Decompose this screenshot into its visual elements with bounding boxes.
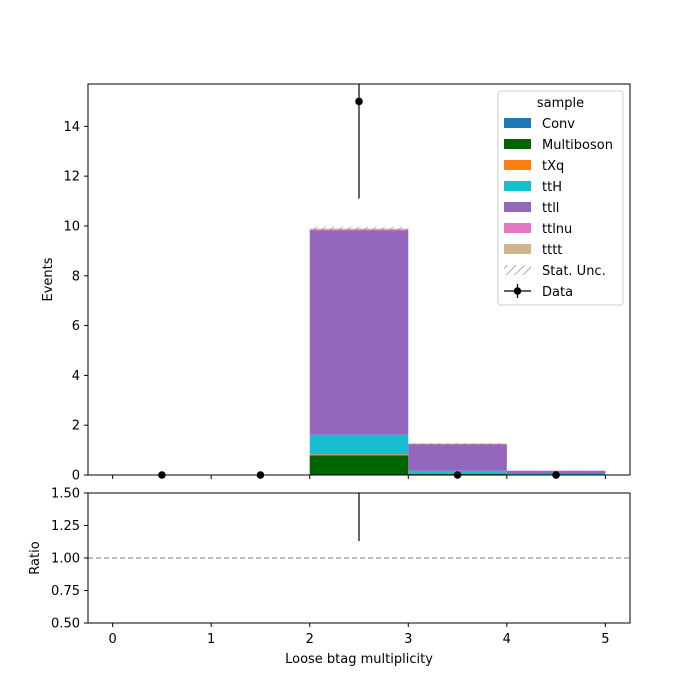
bar-multiboson-bin-2 xyxy=(309,455,409,475)
bar-tth-bin-2 xyxy=(309,434,409,455)
ratio-y-tick-label-4: 1.50 xyxy=(51,487,80,502)
x-axis-label: Loose btag multiplicity xyxy=(285,652,433,667)
ratio-y-axis-label: Ratio xyxy=(28,541,43,574)
data-points xyxy=(158,84,560,479)
ratio-y-axis: 0.50 0.75 1.00 1.25 1.50 xyxy=(51,487,88,632)
legend-swatch-tth xyxy=(504,181,531,191)
legend-swatch-stat-unc xyxy=(504,265,531,275)
y-tick-label-4: 8 xyxy=(72,269,80,284)
y-tick-label-2: 4 xyxy=(72,369,80,384)
stat-unc-band-bin-2 xyxy=(309,226,409,231)
main-x-ticks xyxy=(112,475,606,479)
legend-swatch-ttll xyxy=(504,202,531,212)
bar-txq-bin-2 xyxy=(309,454,409,456)
ratio-panel: 0.50 0.75 1.00 1.25 1.50 0 1 2 3 4 5 Ratio Loose … xyxy=(28,487,631,667)
main-y-axis-label: Events xyxy=(41,257,56,301)
x-tick-label-5: 5 xyxy=(601,632,609,647)
legend-swatch-data-marker xyxy=(513,287,522,295)
legend-swatch-multiboson xyxy=(504,139,531,149)
legend-label-ttll: ttll xyxy=(542,201,559,216)
data-point-2 xyxy=(355,97,363,106)
legend-swatch-ttlnu xyxy=(504,223,531,233)
x-tick-label-3: 3 xyxy=(404,632,412,647)
legend-swatch-tttt xyxy=(504,244,531,254)
legend-label-ttlnu: ttlnu xyxy=(542,222,572,237)
legend-label-txq: tXq xyxy=(542,159,564,174)
bar-ttll-bin-3 xyxy=(408,444,507,471)
legend-label-tttt: tttt xyxy=(542,243,562,258)
legend-label-data: Data xyxy=(542,285,573,300)
y-tick-label-6: 12 xyxy=(63,170,80,185)
x-tick-label-0: 0 xyxy=(108,632,116,647)
ratio-y-tick-label-3: 1.25 xyxy=(51,519,80,534)
ratio-y-tick-label-2: 1.00 xyxy=(51,552,80,567)
y-tick-label-1: 2 xyxy=(72,419,80,434)
legend-label-multiboson: Multiboson xyxy=(542,138,613,153)
legend-title: sample xyxy=(537,96,584,111)
x-tick-label-4: 4 xyxy=(503,632,511,647)
main-plot-frame xyxy=(87,83,631,476)
stat-unc-bands xyxy=(309,226,606,472)
bar-ttll-bin-2 xyxy=(309,230,409,435)
legend-swatch-txq xyxy=(504,160,531,170)
ratio-x-axis: 0 1 2 3 4 5 xyxy=(108,623,610,647)
legend-label-conv: Conv xyxy=(542,117,575,132)
x-tick-label-2: 2 xyxy=(306,632,314,647)
x-tick-label-1: 1 xyxy=(207,632,215,647)
legend-label-tth: ttH xyxy=(542,180,562,195)
legend-swatch-conv xyxy=(504,118,531,128)
legend: sample Conv Multiboson tXq ttH ttll ttlnu tttt S… xyxy=(497,90,624,306)
y-tick-label-7: 14 xyxy=(63,120,80,135)
stat-unc-band-bin-3 xyxy=(408,442,507,445)
y-tick-label-5: 10 xyxy=(63,219,80,234)
main-y-axis: 0 2 4 6 8 10 12 14 xyxy=(63,120,88,484)
legend-label-stat-unc: Stat. Unc. xyxy=(542,264,606,279)
y-tick-label-3: 6 xyxy=(72,319,80,334)
ratio-y-tick-label-1: 0.75 xyxy=(51,584,80,599)
y-tick-label-0: 0 xyxy=(72,469,80,484)
ratio-y-tick-label-0: 0.50 xyxy=(51,617,80,632)
main-panel: 0 2 4 6 8 10 12 14 Events sample Conv Multiboson t… xyxy=(41,83,631,484)
